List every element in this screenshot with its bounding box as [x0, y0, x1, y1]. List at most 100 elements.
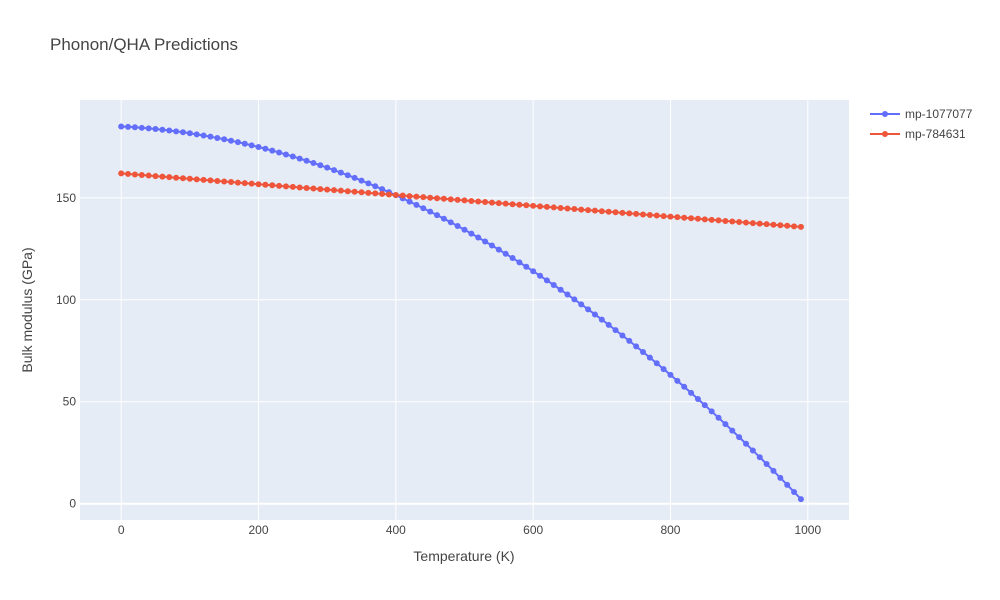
data-point	[351, 174, 358, 181]
data-point	[674, 214, 681, 221]
data-point	[399, 192, 406, 199]
data-point	[482, 238, 489, 245]
data-point	[358, 177, 365, 184]
data-point	[337, 187, 344, 194]
data-point	[296, 184, 303, 191]
data-point	[200, 132, 207, 139]
data-point	[660, 366, 667, 373]
data-point	[743, 219, 750, 226]
data-point	[475, 198, 482, 205]
data-point	[186, 130, 193, 137]
data-point	[468, 197, 475, 204]
data-point	[475, 234, 482, 241]
data-point	[241, 180, 248, 187]
data-point	[179, 175, 186, 182]
data-point	[571, 296, 578, 303]
data-point	[537, 203, 544, 210]
data-point	[701, 216, 708, 223]
data-point	[440, 215, 447, 222]
data-point	[214, 134, 221, 141]
data-point	[578, 206, 585, 213]
data-point	[756, 454, 763, 461]
data-point	[797, 496, 804, 503]
x-axis-title: Temperature (K)	[413, 548, 514, 564]
data-point	[461, 226, 468, 233]
data-point	[125, 123, 132, 130]
data-point	[736, 434, 743, 441]
x-tick-label: 1000	[794, 523, 821, 537]
series-line	[121, 125, 802, 500]
data-point	[708, 408, 715, 415]
data-point	[379, 186, 386, 193]
data-point	[502, 200, 509, 207]
data-point	[557, 286, 564, 293]
data-point	[138, 124, 145, 131]
data-point	[729, 218, 736, 225]
data-point	[344, 188, 351, 195]
data-point	[262, 181, 269, 188]
data-point	[646, 354, 653, 361]
legend[interactable]: mp-1077077 mp-784631	[870, 107, 973, 141]
legend-marker	[882, 131, 888, 137]
data-point	[454, 196, 461, 203]
data-point	[358, 189, 365, 196]
data-point	[777, 222, 784, 229]
data-point	[530, 202, 537, 209]
chart-title: Phonon/QHA Predictions	[50, 35, 238, 54]
data-point	[420, 194, 427, 201]
data-point	[255, 144, 262, 151]
x-tick-label: 200	[249, 523, 269, 537]
data-point	[736, 219, 743, 226]
data-point	[413, 193, 420, 200]
data-point	[228, 137, 235, 144]
data-point	[797, 223, 804, 230]
data-point	[674, 377, 681, 384]
data-point	[722, 217, 729, 224]
x-tick-label: 800	[660, 523, 680, 537]
data-point	[660, 213, 667, 220]
data-point	[166, 127, 173, 134]
legend-item[interactable]: mp-1077077	[870, 107, 973, 121]
data-point	[488, 242, 495, 249]
data-point	[564, 291, 571, 298]
data-point	[598, 208, 605, 215]
data-point	[454, 223, 461, 230]
data-point	[351, 188, 358, 195]
series-mp-784631	[118, 170, 804, 230]
data-point	[447, 219, 454, 226]
data-point	[495, 246, 502, 253]
data-point	[619, 209, 626, 216]
data-point	[173, 174, 180, 181]
data-point	[633, 210, 640, 217]
data-point	[214, 177, 221, 184]
series-mp-1077077	[118, 123, 804, 503]
data-point	[791, 223, 798, 230]
data-point	[262, 145, 269, 152]
data-point	[777, 474, 784, 481]
data-point	[667, 213, 674, 220]
data-point	[770, 467, 777, 474]
data-point	[516, 259, 523, 266]
data-point	[681, 383, 688, 390]
data-point	[269, 147, 276, 154]
legend-item[interactable]: mp-784631	[870, 127, 966, 141]
x-axis-ticks: 0 200 400 600 800 1000	[118, 523, 822, 537]
data-point	[296, 155, 303, 162]
data-point	[234, 179, 241, 186]
data-point	[749, 220, 756, 227]
data-point	[413, 201, 420, 208]
x-tick-label: 0	[118, 523, 125, 537]
data-point	[234, 139, 241, 146]
series-line	[121, 172, 802, 228]
data-point	[688, 389, 695, 396]
data-point	[571, 206, 578, 213]
data-point	[482, 199, 489, 206]
data-point	[729, 427, 736, 434]
data-point	[578, 301, 585, 308]
data-point	[633, 343, 640, 350]
data-point	[763, 221, 770, 228]
data-point	[276, 182, 283, 189]
data-point	[159, 173, 166, 180]
data-point	[626, 210, 633, 217]
data-point	[303, 157, 310, 164]
